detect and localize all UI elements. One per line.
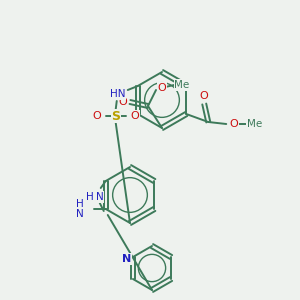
Text: HN: HN	[110, 89, 125, 99]
Text: O: O	[118, 97, 127, 107]
Text: Me: Me	[247, 119, 262, 129]
Text: S: S	[111, 110, 120, 122]
Text: N: N	[74, 211, 82, 221]
Text: N: N	[122, 254, 132, 264]
Text: H: H	[76, 199, 84, 209]
Text: H: H	[86, 192, 94, 202]
Text: O: O	[200, 91, 208, 101]
Text: O: O	[92, 111, 101, 121]
Text: Me: Me	[174, 80, 190, 90]
Text: H: H	[76, 202, 84, 212]
Text: N: N	[96, 192, 103, 202]
Text: O: O	[158, 83, 166, 93]
Text: O: O	[230, 119, 239, 129]
Text: N: N	[76, 209, 84, 219]
Text: O: O	[130, 111, 139, 121]
